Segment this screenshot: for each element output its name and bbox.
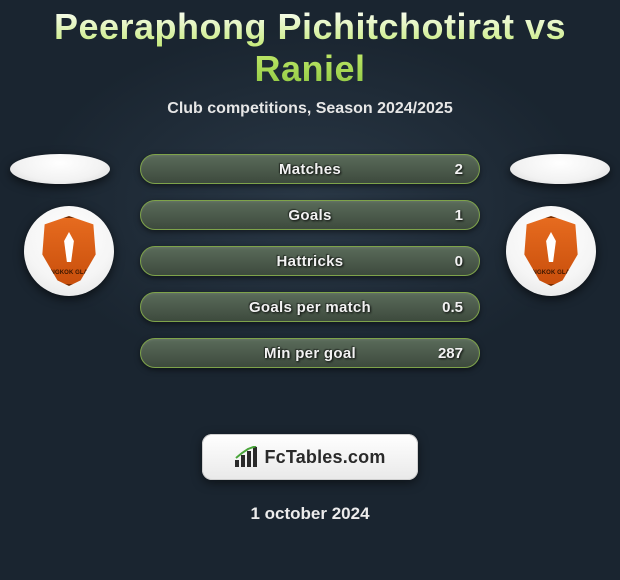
chart-bar-icon <box>234 446 258 468</box>
page-title: Peeraphong Pichitchotirat vs Raniel <box>0 6 620 90</box>
stat-value: 287 <box>438 345 463 362</box>
crest-label-left: BANGKOK GLASS <box>42 270 97 276</box>
stat-bars: Matches 2 Goals 1 Hattricks 0 Goals per … <box>140 154 480 368</box>
subtitle: Club competitions, Season 2024/2025 <box>0 100 620 118</box>
stat-value: 1 <box>455 207 463 224</box>
comparison-stage: BANGKOK GLASS BANGKOK GLASS Matches 2 Go… <box>0 154 620 414</box>
player-right-avatar <box>510 154 610 184</box>
player-left-avatar <box>10 154 110 184</box>
crest-label-right: BANGKOK GLASS <box>524 270 579 276</box>
stat-label: Goals <box>288 207 331 224</box>
stat-label: Min per goal <box>264 345 356 362</box>
stat-bar: Hattricks 0 <box>140 246 480 276</box>
stat-value: 0 <box>455 253 463 270</box>
stat-bar: Goals 1 <box>140 200 480 230</box>
stat-bar: Min per goal 287 <box>140 338 480 368</box>
crest-icon: BANGKOK GLASS <box>522 216 580 286</box>
content-wrapper: Peeraphong Pichitchotirat vs Raniel Club… <box>0 0 620 524</box>
brand-text: FcTables.com <box>264 447 385 468</box>
crest-icon: BANGKOK GLASS <box>40 216 98 286</box>
date-text: 1 october 2024 <box>0 504 620 524</box>
stat-value: 2 <box>455 161 463 178</box>
player-left-club-badge: BANGKOK GLASS <box>24 206 114 296</box>
player-right-club-badge: BANGKOK GLASS <box>506 206 596 296</box>
brand-badge[interactable]: FcTables.com <box>202 434 418 480</box>
stat-label: Hattricks <box>277 253 344 270</box>
stat-label: Matches <box>279 161 341 178</box>
stat-label: Goals per match <box>249 299 371 316</box>
stat-value: 0.5 <box>442 299 463 316</box>
stat-bar: Matches 2 <box>140 154 480 184</box>
stat-bar: Goals per match 0.5 <box>140 292 480 322</box>
